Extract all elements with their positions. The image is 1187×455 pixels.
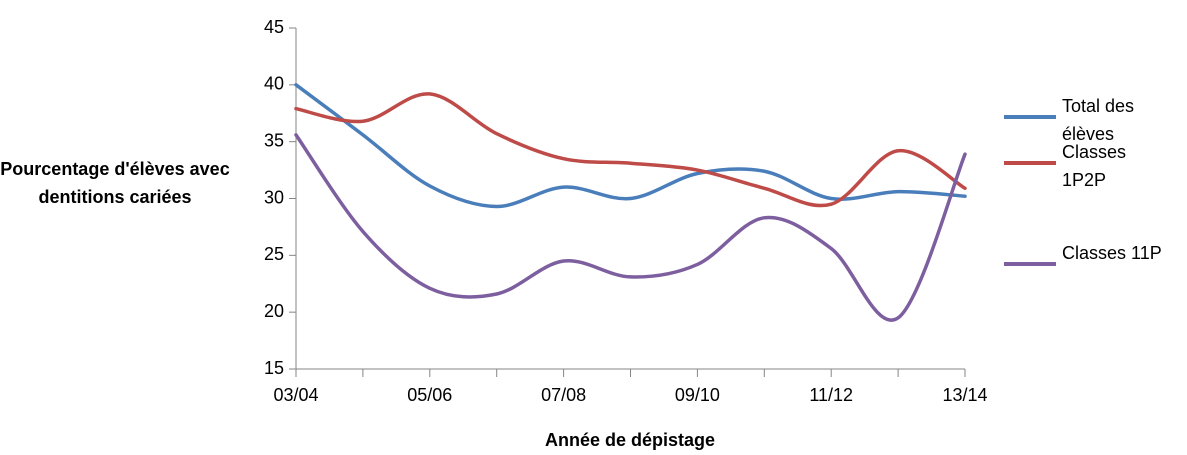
x-axis-title: Année de dépistage <box>544 430 716 450</box>
x-tick-label: 11/12 <box>809 385 853 405</box>
y-tick-label: 15 <box>264 358 284 378</box>
series-line <box>294 92 967 208</box>
legend-label: Classes 11P <box>1062 243 1162 263</box>
y-tick-label: 25 <box>264 244 284 264</box>
x-tick-label: 09/10 <box>675 385 720 405</box>
x-tick-label: 03/04 <box>273 385 318 405</box>
series-line <box>294 83 967 209</box>
y-tick-label: 30 <box>264 187 284 207</box>
x-tick-label: 05/06 <box>407 385 452 405</box>
series-line <box>294 133 967 322</box>
y-tick-label: 40 <box>264 74 284 94</box>
y-tick-label: 45 <box>264 17 284 37</box>
x-tick-label: 07/08 <box>541 385 586 405</box>
y-tick-label: 20 <box>264 301 284 321</box>
x-tick-label: 13/14 <box>942 385 987 405</box>
legend-label: Total des élèves <box>1062 96 1135 144</box>
y-tick-label: 35 <box>264 130 284 150</box>
y-axis-title: Pourcentage d'élèves avec dentitions car… <box>0 159 230 207</box>
legend-label: Classes 1P2P <box>1062 142 1127 190</box>
